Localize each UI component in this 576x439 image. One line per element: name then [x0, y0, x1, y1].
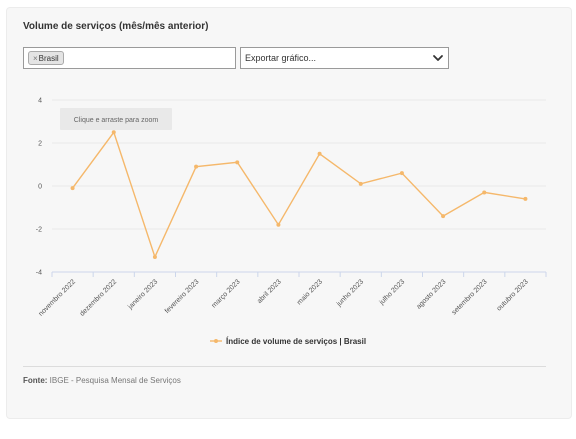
data-point[interactable] — [358, 181, 363, 186]
data-point[interactable] — [482, 190, 487, 195]
x-tick-label: dezembro 2022 — [79, 278, 118, 317]
data-point[interactable] — [276, 222, 281, 227]
x-tick-label: março 2023 — [211, 278, 242, 309]
data-point[interactable] — [194, 164, 199, 169]
chip-remove-icon[interactable]: × — [33, 54, 38, 63]
zoom-hint: Clique e arraste para zoom — [60, 108, 172, 130]
x-tick-label: julho 2023 — [378, 278, 407, 307]
export-select-label: Exportar gráfico... — [245, 53, 317, 63]
chart-card — [6, 7, 572, 419]
legend-label: Índice de volume de serviços | Brasil — [226, 337, 366, 346]
data-point[interactable] — [441, 214, 446, 219]
x-tick-label: fevereiro 2023 — [164, 278, 201, 315]
export-chart-select[interactable]: Exportar gráfico... — [240, 47, 449, 69]
legend-item[interactable]: Índice de volume de serviços | Brasil — [210, 337, 366, 346]
zoom-hint-text: Clique e arraste para zoom — [74, 117, 159, 124]
chart-title: Volume de serviços (mês/mês anterior) — [23, 21, 209, 32]
y-tick-label: 2 — [38, 141, 42, 148]
source-note: Fonte: IBGE - Pesquisa Mensal de Serviço… — [23, 376, 181, 385]
data-point[interactable] — [235, 160, 240, 165]
data-point[interactable] — [317, 151, 322, 156]
region-filter-input[interactable]: ×Brasil — [23, 47, 236, 69]
y-tick-label: -2 — [36, 227, 42, 234]
region-chip[interactable]: ×Brasil — [28, 51, 64, 65]
x-tick-label: agosto 2023 — [415, 278, 447, 310]
y-tick-label: 4 — [38, 98, 42, 105]
data-point[interactable] — [152, 254, 157, 259]
source-label: Fonte: — [23, 376, 48, 385]
y-tick-label: 0 — [38, 184, 42, 191]
x-tick-label: maio 2023 — [296, 278, 324, 306]
source-text: IBGE - Pesquisa Mensal de Serviços — [49, 376, 181, 385]
x-tick-label: setembro 2023 — [451, 278, 489, 316]
y-tick-label: -4 — [36, 270, 42, 277]
x-tick-label: janeiro 2023 — [126, 278, 159, 311]
data-point[interactable] — [70, 186, 75, 191]
x-tick-label: junho 2023 — [335, 278, 365, 308]
data-point[interactable] — [523, 196, 528, 201]
x-tick-label: abril 2023 — [256, 278, 283, 305]
x-tick-label: novembro 2022 — [38, 278, 77, 317]
chevron-down-icon — [433, 55, 443, 61]
series-line — [72, 130, 526, 259]
x-tick-label: outubro 2023 — [496, 278, 530, 312]
divider — [23, 366, 546, 367]
data-point[interactable] — [111, 130, 116, 135]
data-point[interactable] — [399, 171, 404, 176]
region-chip-label: Brasil — [38, 54, 59, 63]
